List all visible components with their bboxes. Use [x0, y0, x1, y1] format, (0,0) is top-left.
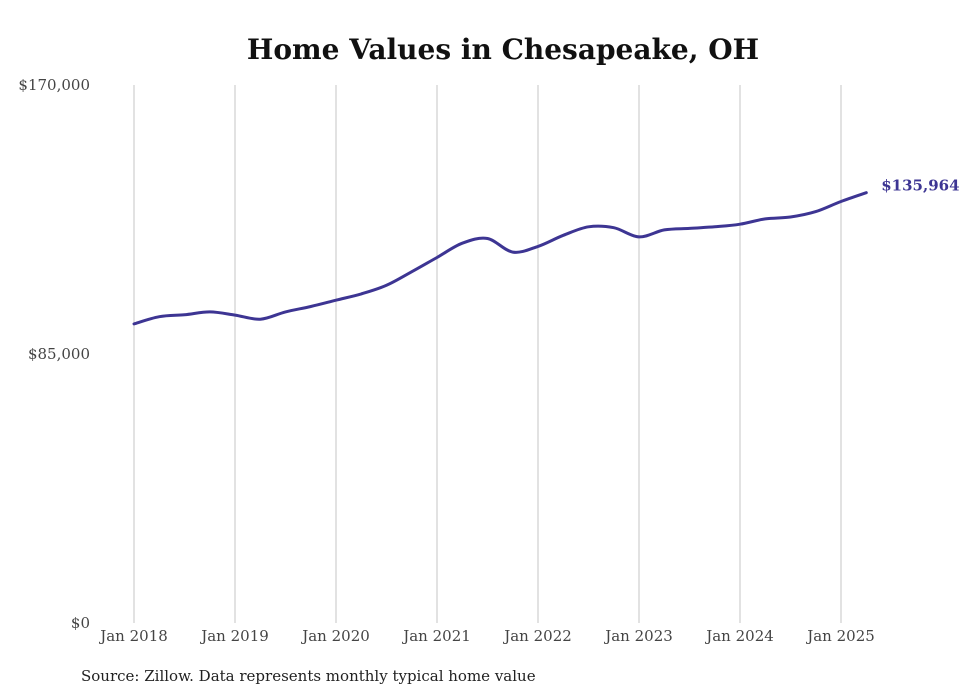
x-tick-label: Jan 2024 [704, 627, 774, 645]
y-tick-label: $85,000 [28, 345, 90, 363]
gridlines [133, 85, 842, 623]
end-value-label: $135,964 [881, 177, 959, 195]
source-note: Source: Zillow. Data represents monthly … [81, 667, 536, 685]
x-tick-label: Jan 2019 [199, 627, 269, 645]
series-line [132, 191, 868, 326]
y-axis-ticks: $0 $85,000 $170,000 [18, 76, 90, 632]
x-axis-ticks: Jan 2018 Jan 2019 Jan 2020 Jan 2021 Jan 2022… [98, 627, 875, 645]
x-tick-label: Jan 2021 [401, 627, 471, 645]
x-tick-label: Jan 2023 [603, 627, 673, 645]
y-tick-label: $170,000 [18, 76, 90, 94]
x-tick-label: Jan 2018 [98, 627, 168, 645]
y-tick-label: $0 [71, 614, 90, 632]
chart-title: Home Values in Chesapeake, OH [247, 33, 759, 66]
x-tick-label: Jan 2020 [300, 627, 370, 645]
x-tick-label: Jan 2022 [502, 627, 572, 645]
x-tick-label: Jan 2025 [805, 627, 875, 645]
